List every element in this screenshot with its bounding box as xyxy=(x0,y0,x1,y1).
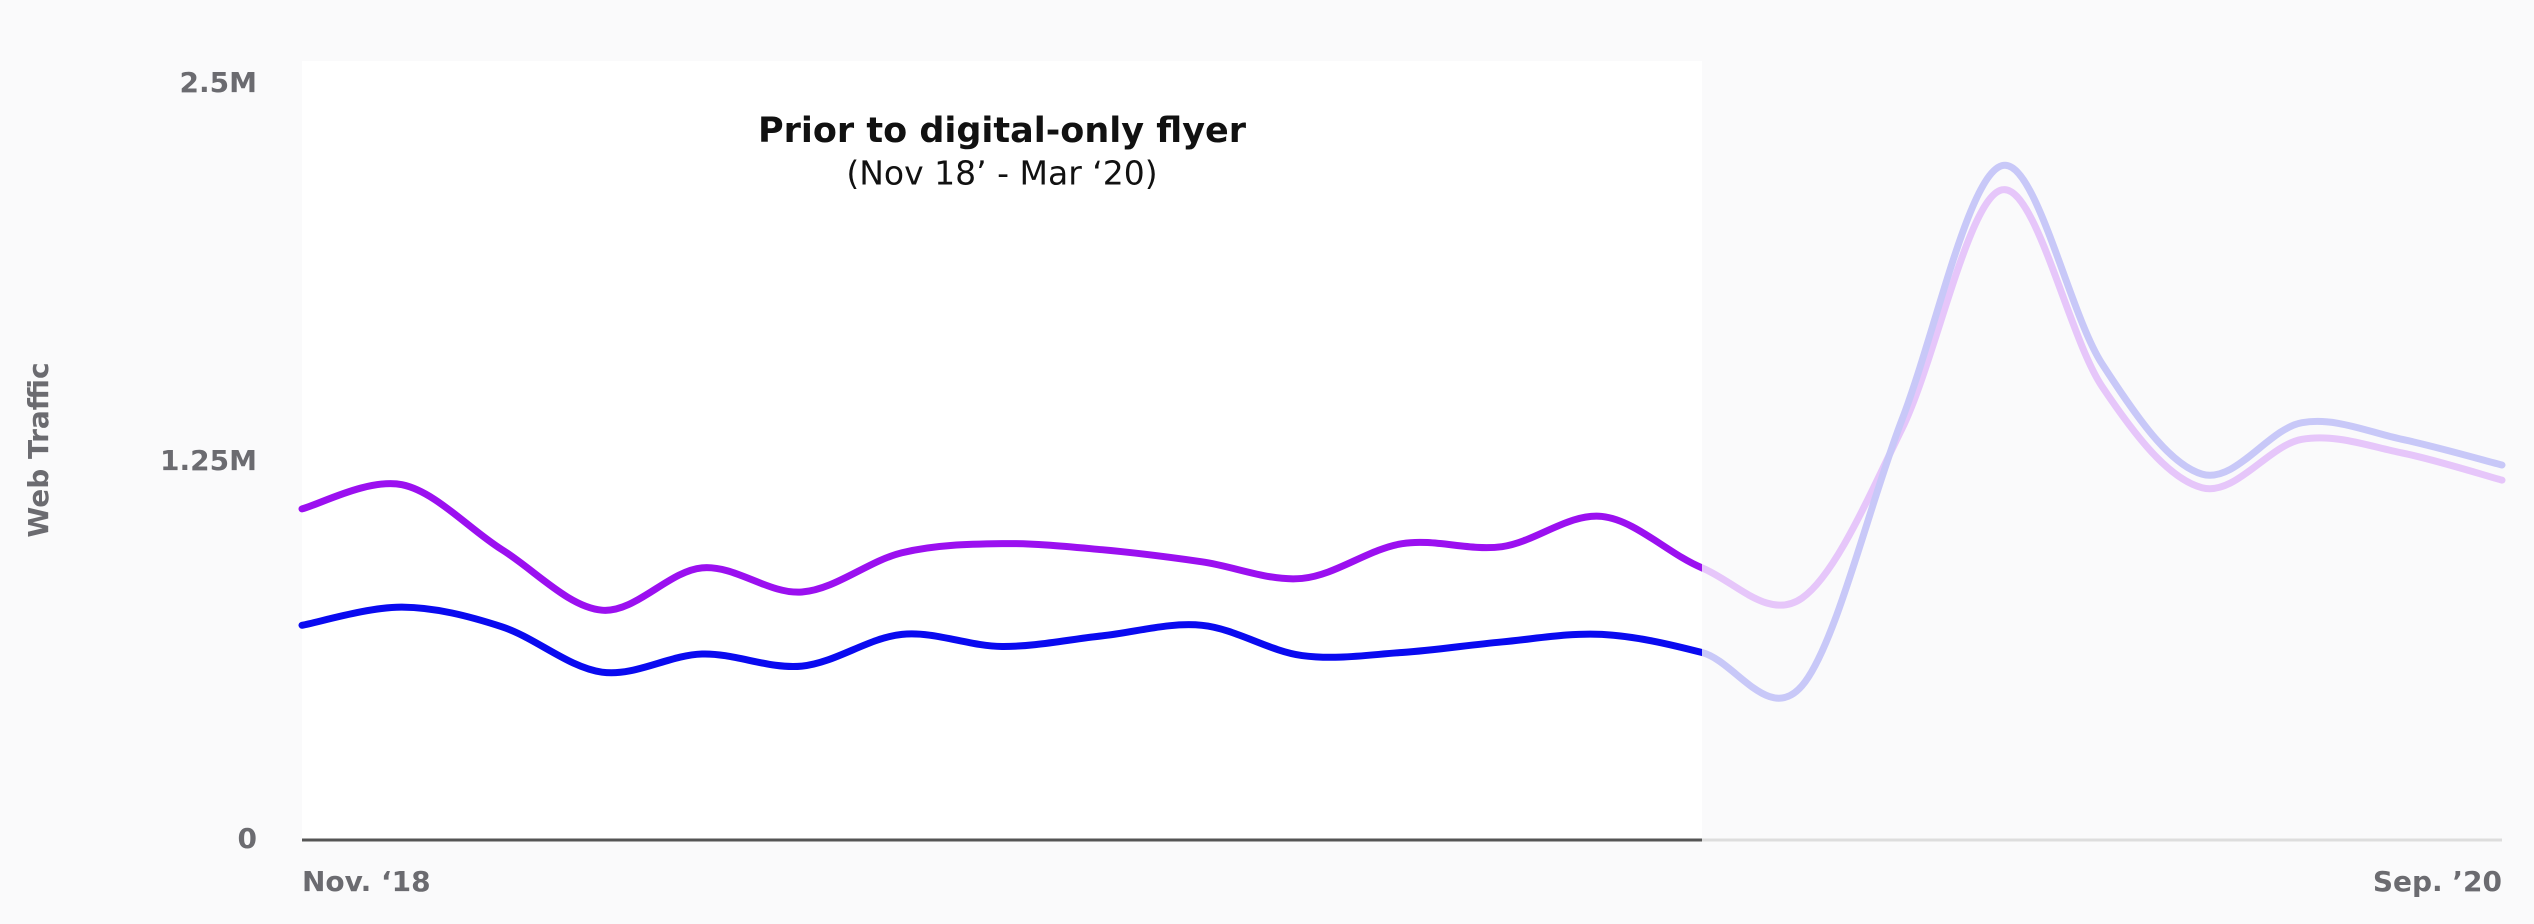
y-tick-label: 0 xyxy=(238,822,257,855)
annotation-subtitle: (Nov 18’ - Mar ‘20) xyxy=(846,154,1157,193)
y-tick-label: 1.25M xyxy=(160,444,257,477)
highlight-region xyxy=(302,61,1702,840)
y-axis-label: Web Traffic xyxy=(22,362,55,537)
y-tick-label: 2.5M xyxy=(180,66,257,99)
annotation-title: Prior to digital-only flyer xyxy=(758,111,1247,151)
series-line xyxy=(298,186,2506,614)
x-tick-label: Sep. ’20 xyxy=(2373,865,2502,898)
x-tick-label: Nov. ‘18 xyxy=(302,865,431,898)
series-line xyxy=(298,162,2506,702)
